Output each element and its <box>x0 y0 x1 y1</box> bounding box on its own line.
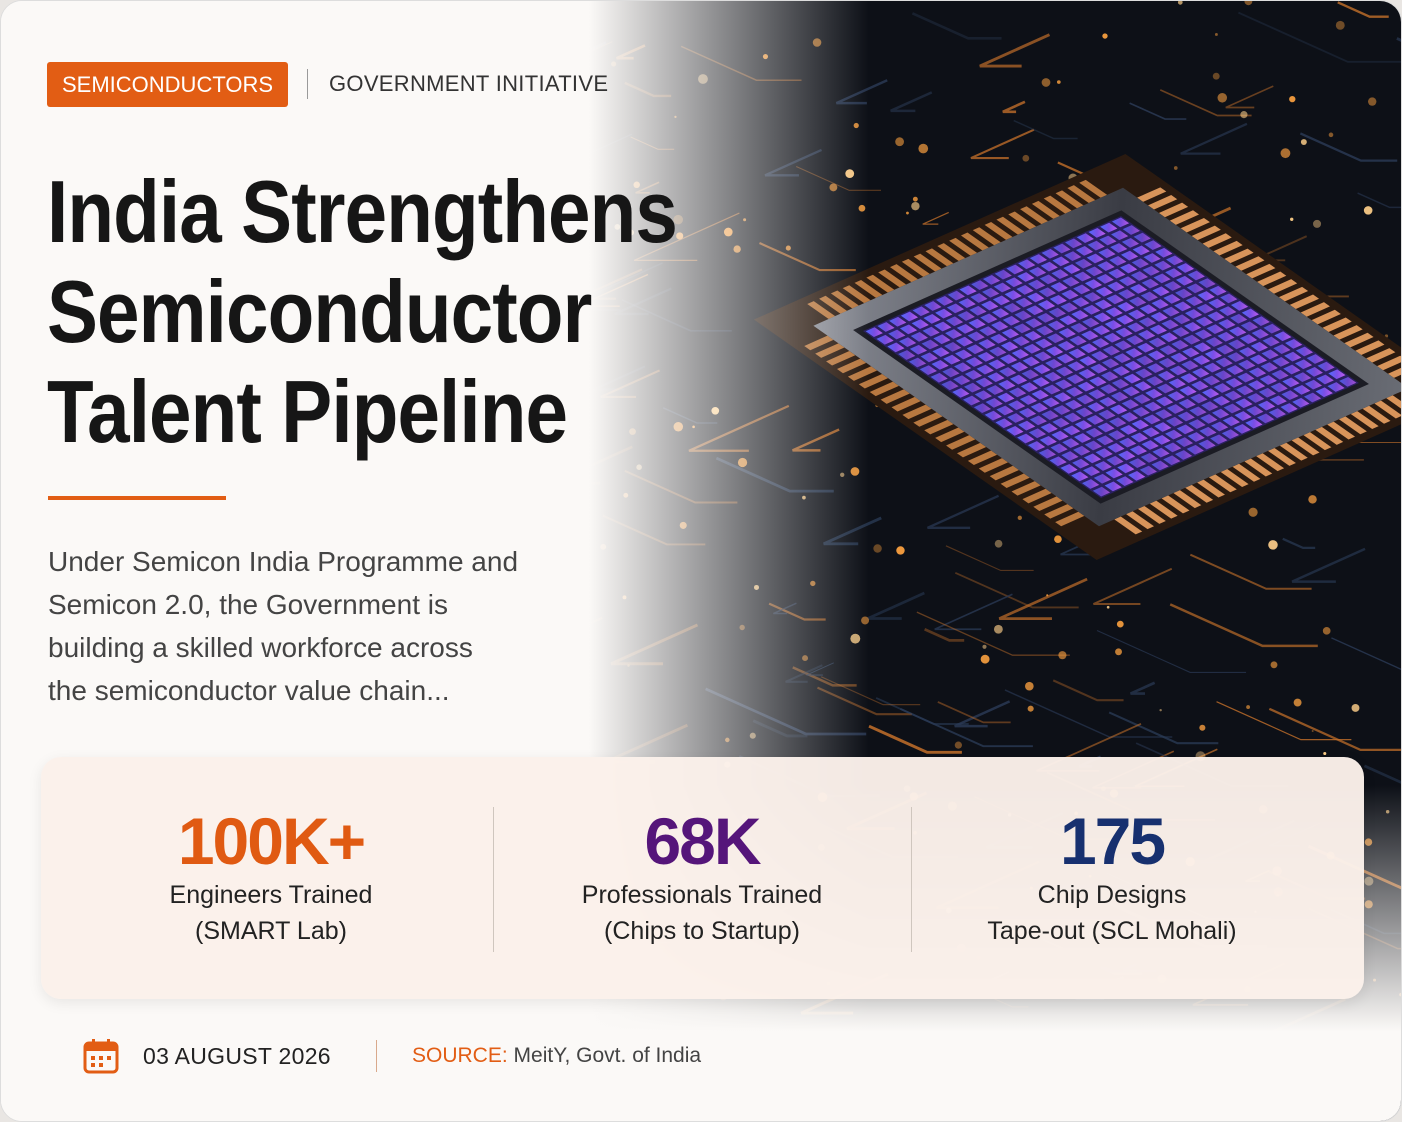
accent-rule <box>48 496 226 500</box>
stat-label: Chip Designs <box>1037 881 1187 909</box>
stat: 68K Professionals Trained (Chips to Star… <box>493 757 911 999</box>
stat-label: Engineers Trained <box>169 881 373 909</box>
divider <box>911 807 912 952</box>
title-line: India Strengthens <box>47 162 678 261</box>
stat-value: 68K <box>644 804 761 878</box>
source-text: MeitY, Govt. of India <box>513 1044 702 1067</box>
tag: SEMICONDUCTORS <box>47 62 289 107</box>
summary-line: Under Semicon India Programme and <box>48 546 519 577</box>
category: GOVERNMENT INITIATIVE <box>329 71 609 96</box>
stat-label: (Chips to Startup) <box>604 917 800 945</box>
summary-line: Semicon 2.0, the Government is <box>48 589 448 620</box>
summary-line: the semiconductor value chain... <box>48 675 450 706</box>
date: 03 AUGUST 2026 <box>143 1043 331 1069</box>
stat-label: Tape-out (SCL Mohali) <box>987 917 1237 945</box>
title-line: Semiconductor <box>47 262 592 361</box>
stats-panel: 100K+ Engineers Trained (SMART Lab) 68K … <box>41 757 1364 999</box>
stat: 175 Chip Designs Tape-out (SCL Mohali) <box>911 757 1313 999</box>
separator <box>307 69 308 99</box>
separator <box>376 1040 377 1072</box>
stat-label: Professionals Trained <box>581 881 823 909</box>
stat-label: (SMART Lab) <box>195 917 347 945</box>
stat-value: 175 <box>1059 804 1166 878</box>
summary-line: building a skilled workforce across <box>48 632 473 663</box>
source: SOURCE: MeitY, Govt. of India <box>412 1044 701 1068</box>
source-label: SOURCE: <box>412 1044 508 1067</box>
stat-value: 100K+ <box>177 804 366 878</box>
calendar-icon <box>83 1039 119 1074</box>
title-line: Talent Pipeline <box>47 362 568 461</box>
stat: 100K+ Engineers Trained (SMART Lab) <box>61 757 481 999</box>
divider <box>493 807 494 952</box>
